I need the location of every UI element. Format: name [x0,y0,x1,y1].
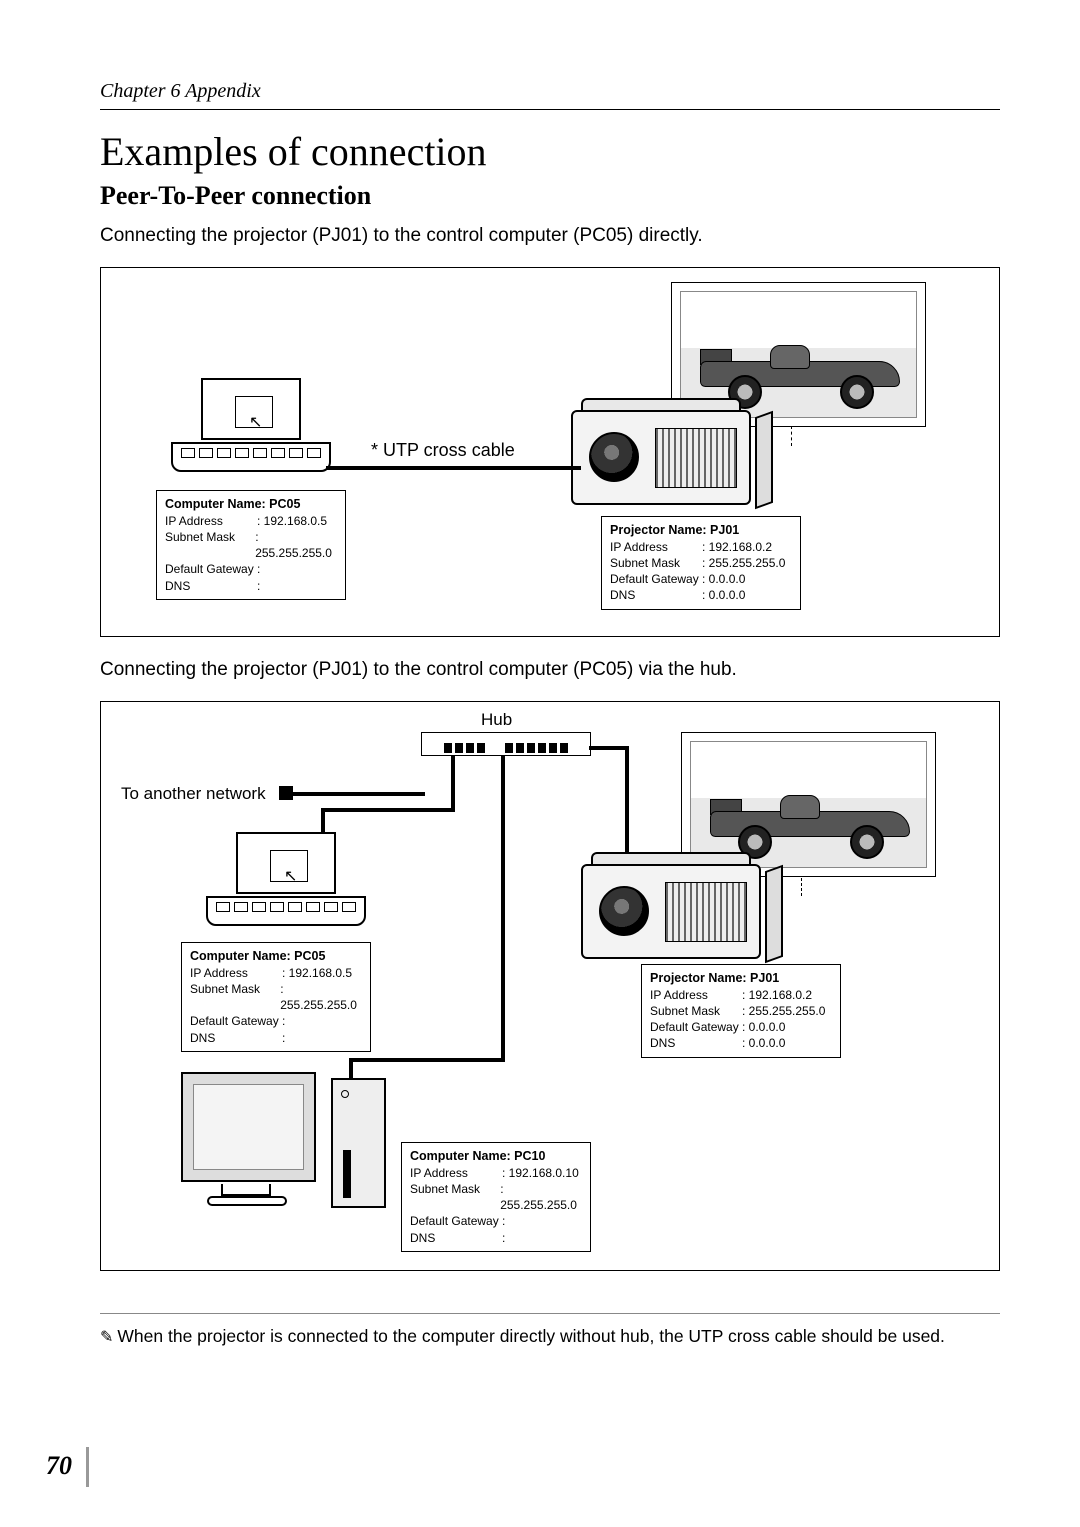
info-box-pc10: Computer Name: PC10 IP Address192.168.0.… [401,1142,591,1252]
projector-pj01 [571,398,761,513]
chapter-header: Chapter 6 Appendix [100,80,1000,110]
page: Chapter 6 Appendix Examples of connectio… [0,0,1080,1527]
laptop-pc05: ↖ [206,832,366,927]
diagram-via-hub: Hub To another network [100,701,1000,1271]
projector-pj01 [581,852,771,967]
footnote: ✎When the projector is connected to the … [100,1326,1000,1347]
car-graphic [710,791,910,861]
info-box-pc05: Computer Name: PC05 IP Address192.168.0.… [181,942,371,1052]
pencil-icon: ✎ [100,1329,113,1346]
info-title: Computer Name: PC05 [165,496,337,513]
page-number: 70 [46,1451,72,1481]
page-number-bar [86,1447,89,1487]
laptop-pc05: ↖ [171,378,331,473]
info-box-pj01: Projector Name: PJ01 IP Address192.168.0… [641,964,841,1058]
info-box-pc05: Computer Name: PC05 IP Address192.168.0.… [156,490,346,600]
footnote-text: When the projector is connected to the c… [117,1326,945,1346]
hub-label: Hub [481,710,512,730]
to-another-network-label: To another network [121,784,266,804]
info-title: Projector Name: PJ01 [610,522,792,539]
desktop-pc10 [181,1072,411,1242]
intro-text-2: Connecting the projector (PJ01) to the c… [100,659,1000,681]
info-box-pj01: Projector Name: PJ01 IP Address192.168.0… [601,516,801,610]
intro-text-1: Connecting the projector (PJ01) to the c… [100,225,1000,247]
section-subtitle: Peer-To-Peer connection [100,181,1000,211]
utp-cable-label: * UTP cross cable [371,440,515,461]
footnote-rule [100,1313,1000,1314]
hub-device [421,732,591,756]
page-title: Examples of connection [100,128,1000,175]
diagram-peer-to-peer: ↖ * UTP cross cable Computer Name: PC05 … [100,267,1000,637]
